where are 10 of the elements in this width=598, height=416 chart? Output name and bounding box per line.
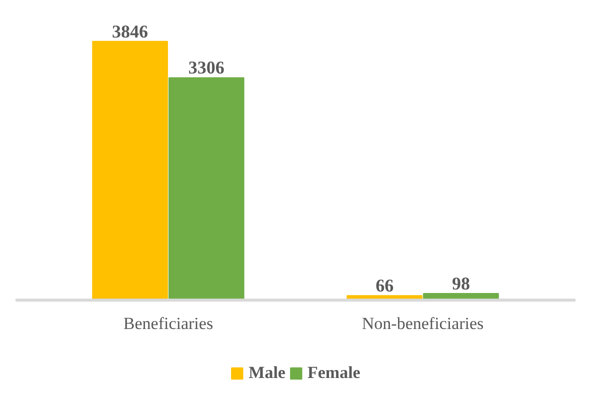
bar (168, 77, 244, 301)
x-tick-label: Beneficiaries (123, 314, 214, 334)
data-label: 3306 (188, 58, 224, 78)
x-tick-label: Non-beneficiaries (362, 314, 484, 334)
bar (92, 40, 168, 301)
legend-label: Male (248, 363, 286, 383)
legend-label: Female (307, 363, 360, 383)
data-label: 98 (452, 274, 470, 294)
data-label: 3846 (112, 21, 148, 42)
data-label: 66 (376, 276, 394, 296)
